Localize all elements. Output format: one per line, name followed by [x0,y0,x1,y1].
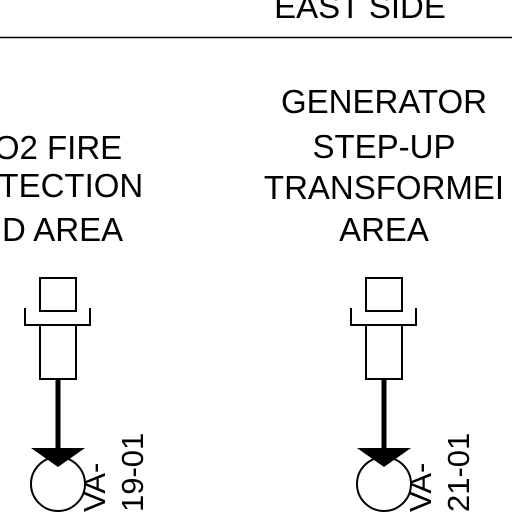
area-2-device-symbol [350,277,417,512]
area-2-title-line-4: AREA [339,211,429,248]
east-side-label: EAST SIDE [274,0,446,25]
area-1-title-line-1: O2 FIRE [0,129,122,166]
area-2-tag-line-1: VA- [403,463,438,512]
area-1-device-symbol [24,277,91,512]
area-2-tag-line-2: 21-01 [441,433,476,512]
area-2-tag: VA- 21-01 [403,433,476,512]
area-2-title-line-1: GENERATOR [281,83,487,120]
area-1-group: O2 FIRE OTECTION ID AREA VA- 19-01 [0,129,150,512]
area-1-title-line-2: OTECTION [0,167,143,204]
area-2-title-line-3: TRANSFORMEI [264,169,504,206]
area-1-title-line-3: ID AREA [0,211,123,248]
area-2-title-line-2: STEP-UP [312,128,455,165]
area-1-tag-line-2: 19-01 [115,433,150,512]
area-2-group: GENERATOR STEP-UP TRANSFORMEI AREA VA- 2… [264,83,504,512]
area-1-tag-line-1: VA- [77,463,112,512]
area-1-tag: VA- 19-01 [77,433,150,512]
